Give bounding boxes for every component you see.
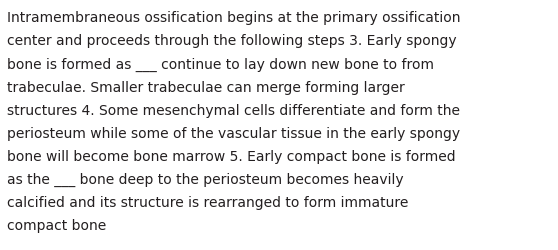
Text: Intramembraneous ossification begins at the primary ossification: Intramembraneous ossification begins at … [7,11,461,25]
Text: compact bone: compact bone [7,218,107,232]
Text: calcified and its structure is rearranged to form immature: calcified and its structure is rearrange… [7,195,408,209]
Text: structures 4. Some mesenchymal cells differentiate and form the: structures 4. Some mesenchymal cells dif… [7,103,460,117]
Text: as the ___ bone deep to the periosteum becomes heavily: as the ___ bone deep to the periosteum b… [7,172,404,186]
Text: periosteum while some of the vascular tissue in the early spongy: periosteum while some of the vascular ti… [7,126,460,140]
Text: trabeculae. Smaller trabeculae can merge forming larger: trabeculae. Smaller trabeculae can merge… [7,80,405,94]
Text: center and proceeds through the following steps 3. Early spongy: center and proceeds through the followin… [7,34,457,48]
Text: bone will become bone marrow 5. Early compact bone is formed: bone will become bone marrow 5. Early co… [7,149,456,163]
Text: bone is formed as ___ continue to lay down new bone to from: bone is formed as ___ continue to lay do… [7,57,434,71]
